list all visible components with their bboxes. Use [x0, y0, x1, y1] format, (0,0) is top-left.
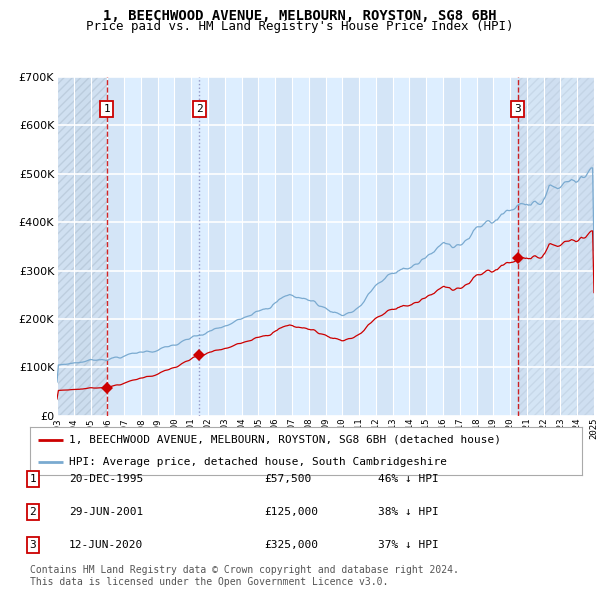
- Text: 12-JUN-2020: 12-JUN-2020: [69, 540, 143, 550]
- Text: 2: 2: [196, 104, 203, 114]
- Bar: [74, 77, 91, 416]
- Bar: [510, 77, 527, 416]
- Text: 3: 3: [29, 540, 37, 550]
- Text: 3: 3: [514, 104, 521, 114]
- Bar: [57, 77, 107, 416]
- Bar: [141, 77, 158, 416]
- Text: 1: 1: [29, 474, 37, 484]
- Text: 2: 2: [29, 507, 37, 517]
- Bar: [518, 77, 594, 416]
- Bar: [544, 77, 560, 416]
- Bar: [57, 77, 107, 416]
- Bar: [175, 77, 191, 416]
- Text: 29-JUN-2001: 29-JUN-2001: [69, 507, 143, 517]
- Text: Price paid vs. HM Land Registry's House Price Index (HPI): Price paid vs. HM Land Registry's House …: [86, 20, 514, 33]
- Bar: [577, 77, 594, 416]
- Bar: [518, 77, 594, 416]
- Text: 1, BEECHWOOD AVENUE, MELBOURN, ROYSTON, SG8 6BH: 1, BEECHWOOD AVENUE, MELBOURN, ROYSTON, …: [103, 9, 497, 23]
- Text: £57,500: £57,500: [264, 474, 311, 484]
- Bar: [242, 77, 259, 416]
- Text: 38% ↓ HPI: 38% ↓ HPI: [378, 507, 439, 517]
- Bar: [107, 77, 124, 416]
- Bar: [409, 77, 426, 416]
- Bar: [443, 77, 460, 416]
- Text: HPI: Average price, detached house, South Cambridgeshire: HPI: Average price, detached house, Sout…: [68, 457, 446, 467]
- Bar: [309, 77, 325, 416]
- Text: 1, BEECHWOOD AVENUE, MELBOURN, ROYSTON, SG8 6BH (detached house): 1, BEECHWOOD AVENUE, MELBOURN, ROYSTON, …: [68, 435, 500, 445]
- Text: 20-DEC-1995: 20-DEC-1995: [69, 474, 143, 484]
- Text: 1: 1: [103, 104, 110, 114]
- Bar: [342, 77, 359, 416]
- Bar: [476, 77, 493, 416]
- Bar: [208, 77, 225, 416]
- Text: £125,000: £125,000: [264, 507, 318, 517]
- Text: £325,000: £325,000: [264, 540, 318, 550]
- Text: 37% ↓ HPI: 37% ↓ HPI: [378, 540, 439, 550]
- Bar: [275, 77, 292, 416]
- Text: Contains HM Land Registry data © Crown copyright and database right 2024.
This d: Contains HM Land Registry data © Crown c…: [30, 565, 459, 587]
- Text: 46% ↓ HPI: 46% ↓ HPI: [378, 474, 439, 484]
- Bar: [376, 77, 392, 416]
